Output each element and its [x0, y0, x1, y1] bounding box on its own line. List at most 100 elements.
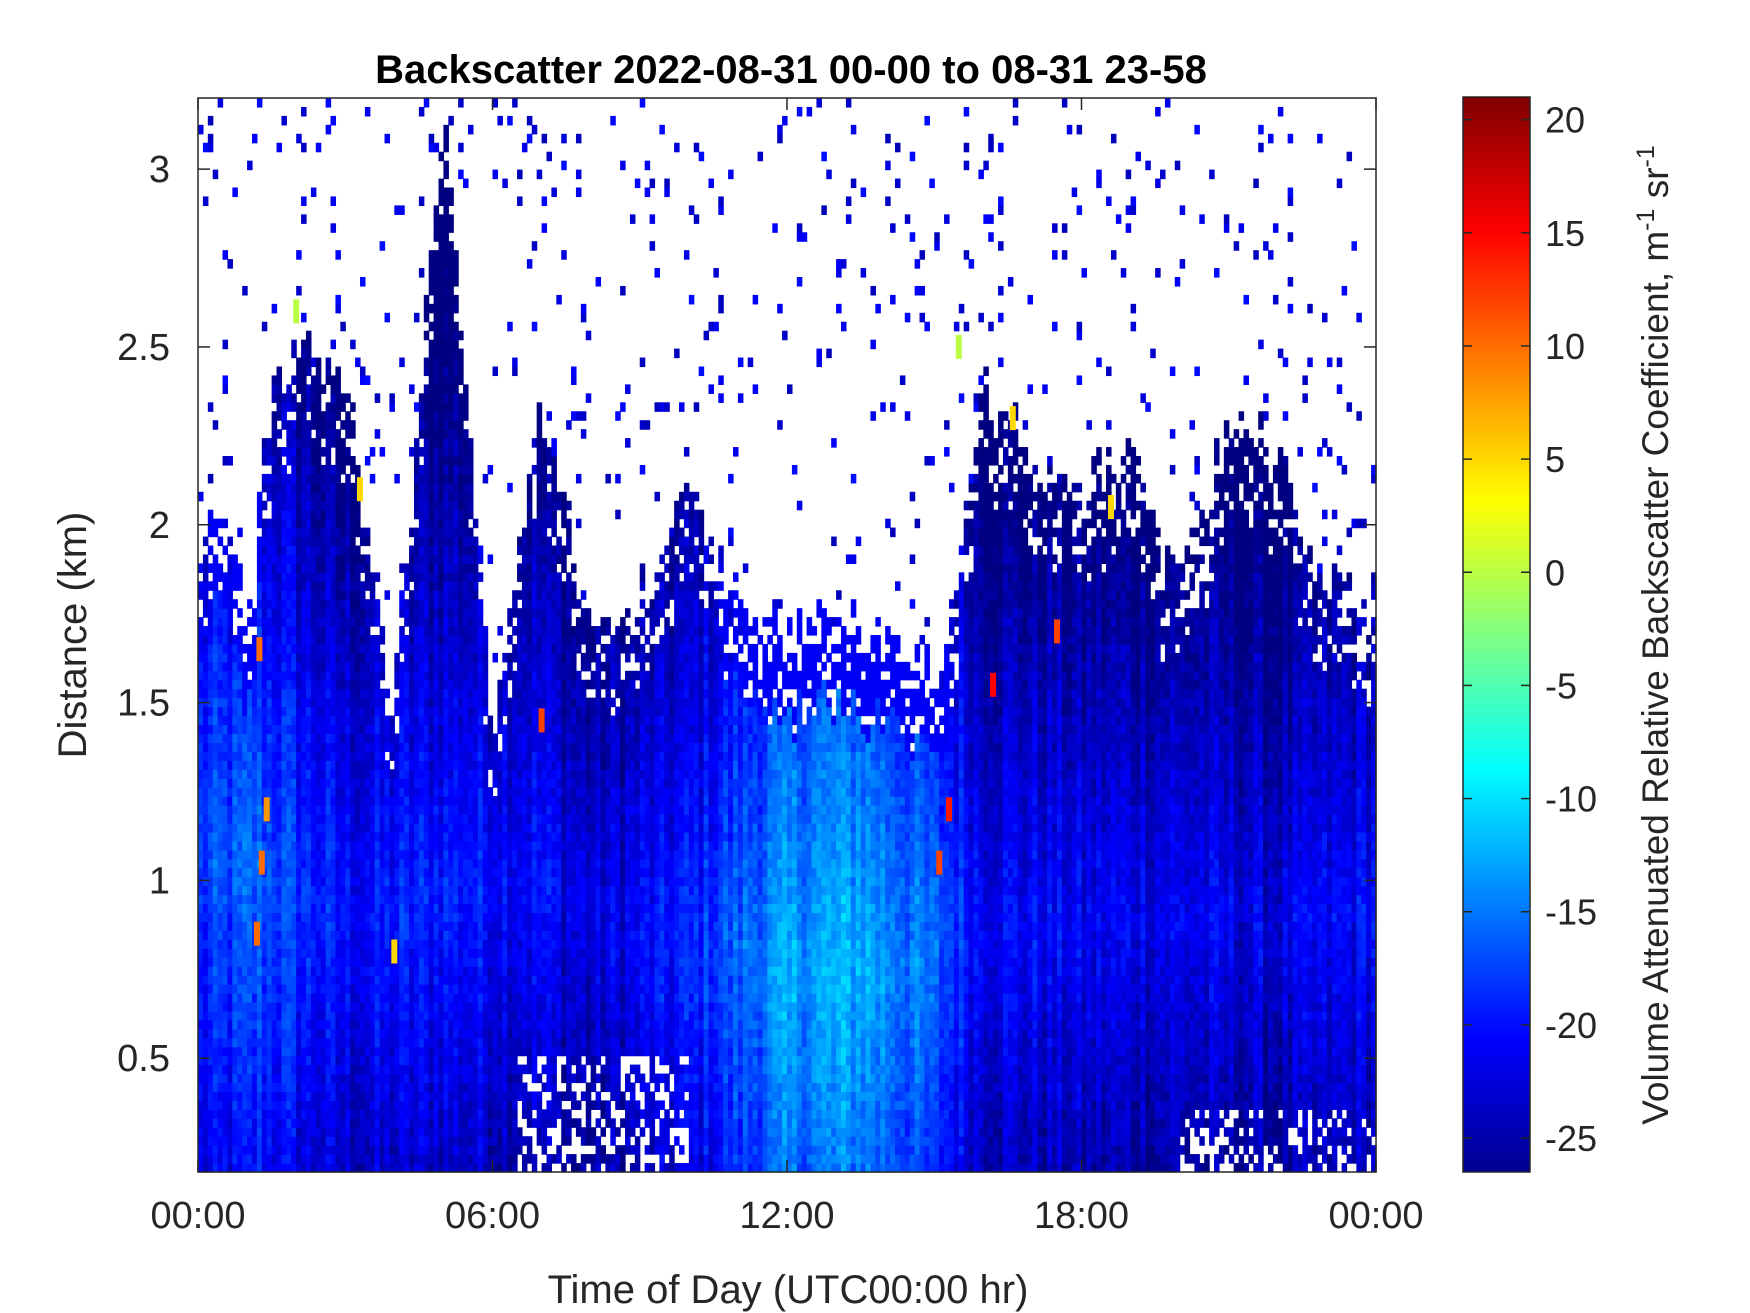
heatmap-cell	[433, 1046, 440, 1057]
heatmap-cell	[286, 554, 292, 564]
heatmap-cell	[453, 482, 459, 493]
heatmap-cell	[448, 294, 454, 305]
heatmap-cell	[374, 635, 381, 645]
heatmap-cell	[227, 1010, 233, 1021]
heatmap-cell	[286, 894, 292, 905]
heatmap-cell	[296, 599, 302, 609]
heatmap-cell	[251, 1046, 258, 1057]
heatmap-cell	[413, 966, 420, 976]
heatmap-cell	[369, 957, 376, 967]
heatmap-cell	[477, 572, 484, 582]
heatmap-cell	[227, 590, 233, 600]
heatmap-cell	[305, 1109, 312, 1119]
heatmap-cell	[227, 912, 233, 922]
heatmap-cell	[335, 715, 341, 726]
heatmap-cell	[232, 187, 238, 198]
heatmap-cell	[271, 796, 278, 806]
heatmap-cell	[222, 1028, 229, 1039]
heatmap-cell	[409, 1136, 415, 1146]
heatmap-cell	[281, 912, 287, 922]
heatmap-cell	[291, 1001, 297, 1012]
heatmap-cell	[315, 554, 322, 564]
heatmap-cell	[448, 250, 454, 260]
heatmap-cell	[428, 760, 435, 770]
heatmap-cell	[472, 563, 479, 573]
heatmap-cell	[251, 133, 258, 144]
heatmap-cell	[448, 312, 454, 323]
heatmap-cell	[345, 867, 351, 878]
heatmap-cell	[310, 1136, 317, 1146]
heatmap-cell	[315, 464, 322, 475]
heatmap-cell	[232, 679, 238, 690]
heatmap-cell	[477, 858, 484, 869]
heatmap-cell	[325, 1064, 332, 1075]
heatmap-cell	[394, 1145, 400, 1155]
heatmap-cell	[433, 679, 440, 690]
heatmap-cell	[482, 1091, 489, 1101]
heatmap-cell	[369, 885, 376, 896]
heatmap-cell	[212, 930, 219, 940]
heatmap-cell	[433, 912, 440, 922]
heatmap-cell	[482, 787, 489, 797]
heatmap-cell	[261, 563, 268, 573]
heatmap-cell	[212, 894, 219, 905]
heatmap-cell	[242, 1001, 248, 1012]
heatmap-cell	[261, 536, 268, 547]
heatmap-cell	[335, 464, 341, 475]
heatmap-cell	[458, 652, 464, 663]
heatmap-cell	[345, 563, 351, 573]
heatmap-cell	[301, 545, 307, 556]
heatmap-cell	[291, 1091, 297, 1101]
heatmap-cell	[340, 1082, 346, 1093]
heatmap-cell	[345, 1136, 351, 1146]
heatmap-cell	[463, 545, 469, 556]
heatmap-cell	[399, 590, 405, 600]
heatmap-cell	[492, 903, 499, 914]
heatmap-cell	[291, 643, 297, 654]
heatmap-cell	[409, 1127, 415, 1137]
heatmap-cell	[242, 921, 248, 931]
heatmap-cell	[384, 1073, 391, 1084]
heatmap-cell	[222, 1154, 229, 1164]
heatmap-cell	[487, 814, 494, 824]
heatmap-cell	[256, 670, 263, 681]
heatmap-cell	[443, 285, 449, 296]
heatmap-cell	[345, 420, 351, 430]
heatmap-cell	[443, 778, 449, 788]
heatmap-cell	[286, 617, 292, 627]
heatmap-cell	[271, 805, 278, 815]
heatmap-cell	[207, 133, 214, 144]
heatmap-cell	[428, 250, 435, 260]
heatmap-cell	[443, 688, 449, 699]
heatmap-cell	[330, 375, 337, 385]
heatmap-cell	[276, 1145, 283, 1155]
heatmap-cell	[281, 751, 287, 761]
heatmap-cell	[305, 509, 312, 520]
heatmap-cell	[251, 1010, 258, 1021]
heatmap-cell	[261, 912, 268, 922]
heatmap-cell	[355, 464, 361, 475]
heatmap-cell	[335, 643, 341, 654]
heatmap-cell	[276, 581, 283, 591]
heatmap-cell	[492, 1064, 499, 1075]
heatmap-cell	[458, 697, 464, 708]
heatmap-cell	[355, 643, 361, 654]
heatmap-cell	[463, 554, 469, 564]
heatmap-cell	[281, 1010, 287, 1021]
heatmap-cell	[399, 1163, 405, 1173]
heatmap-cell	[467, 643, 474, 654]
heatmap-cell	[433, 429, 440, 439]
heatmap-cell	[467, 903, 474, 914]
heatmap-cell	[448, 393, 454, 403]
heatmap-cell	[271, 858, 278, 869]
heatmap-cell	[463, 742, 469, 752]
heatmap-cell	[477, 545, 484, 556]
heatmap-cell	[418, 1145, 425, 1155]
heatmap-cell	[463, 1037, 469, 1048]
heatmap-cell	[345, 1055, 351, 1066]
heatmap-cell	[418, 858, 425, 869]
heatmap-cell	[350, 500, 356, 511]
heatmap-cell	[212, 921, 219, 931]
heatmap-cell	[477, 1091, 484, 1101]
heatmap-cell	[428, 1010, 435, 1021]
